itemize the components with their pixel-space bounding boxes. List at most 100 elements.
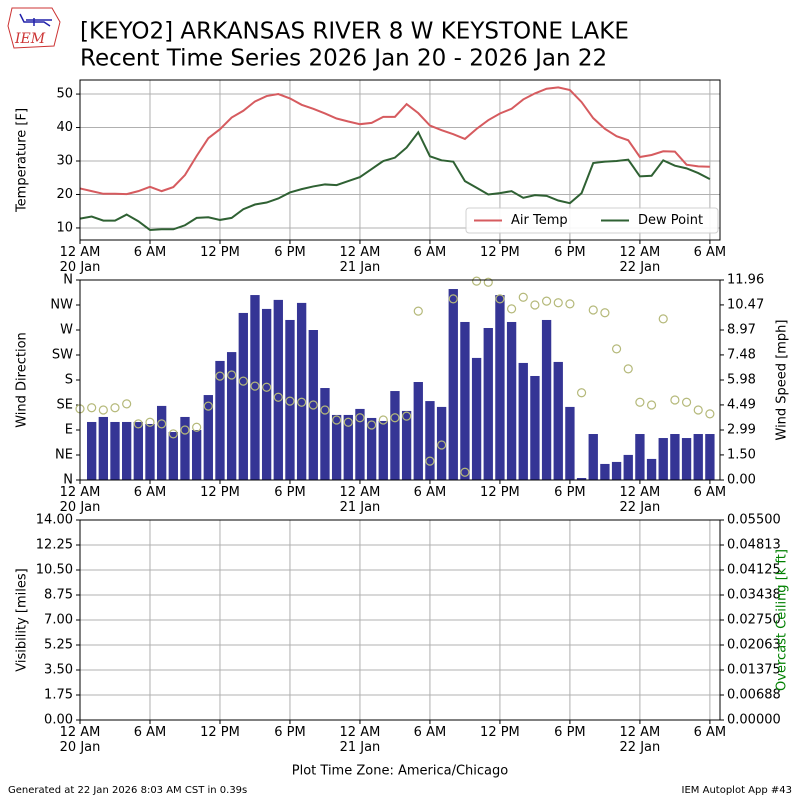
- plot-frame: [79, 279, 721, 481]
- bar: [145, 423, 155, 480]
- y2-tick-label: 10.47: [727, 297, 764, 312]
- point: [192, 422, 202, 432]
- point: [87, 403, 97, 413]
- y-tick-label: 8.75: [44, 588, 73, 603]
- bar: [121, 421, 132, 480]
- legend-label: Dew Point: [638, 213, 703, 228]
- x-tick-label: 6 PM: [274, 725, 306, 740]
- y-tick-label: 1.75: [44, 688, 73, 703]
- point: [623, 364, 633, 374]
- point: [320, 405, 330, 415]
- bar: [611, 461, 622, 480]
- legend-box: [465, 207, 719, 234]
- bar: [565, 406, 575, 480]
- x-tick-label: 12 PM: [200, 485, 240, 500]
- plot-frame: [79, 79, 721, 241]
- point: [157, 419, 167, 429]
- line-series: [79, 130, 711, 231]
- y-tick-label: 7.00: [44, 613, 73, 628]
- x-tick-label: 6 AM: [413, 245, 447, 260]
- y-tick-label: 3.50: [44, 663, 73, 678]
- bar: [471, 357, 482, 480]
- point: [390, 413, 400, 423]
- subtitle: Recent Time Series 2026 Jan 20 - 2026 Ja…: [80, 46, 607, 72]
- y-tick-label: 12.25: [36, 538, 73, 553]
- point: [588, 305, 598, 315]
- y-tick-label: 5.25: [44, 638, 73, 653]
- bar: [460, 321, 470, 480]
- point: [658, 314, 668, 324]
- x-tick-label: 6 PM: [554, 725, 586, 740]
- y2-tick-label: 0.01375: [727, 663, 781, 678]
- point: [332, 415, 342, 425]
- point: [600, 308, 610, 318]
- point: [285, 396, 295, 406]
- bar: [308, 330, 318, 480]
- bar: [203, 395, 213, 480]
- y-tick-label: NE: [55, 448, 73, 463]
- point: [495, 294, 505, 304]
- bar: [378, 420, 388, 480]
- point: [576, 388, 587, 398]
- y2-tick-label: 0.05500: [727, 513, 781, 528]
- app-note: IEM Autoplot App #43: [682, 785, 792, 796]
- point: [215, 371, 225, 381]
- point: [110, 403, 120, 413]
- x-tick-label: 6 AM: [413, 485, 447, 500]
- point: [670, 395, 680, 405]
- y2-tick-label: 0.02063: [727, 638, 781, 653]
- y-tick-label: S: [65, 373, 73, 388]
- y-axis-label: Visibility [miles]: [15, 568, 30, 671]
- point: [98, 405, 108, 415]
- y-tick-label: 40: [56, 120, 73, 135]
- y2-tick-label: 0.02750: [727, 613, 781, 628]
- x-tick-label: 12 AM 22 Jan: [619, 245, 661, 275]
- bar: [600, 463, 610, 480]
- point: [611, 344, 622, 354]
- y-axis-label: Wind Direction: [15, 332, 30, 428]
- bar: [250, 295, 260, 480]
- point: [471, 276, 482, 286]
- point: [145, 417, 155, 427]
- x-tick-label: 6 AM: [693, 485, 727, 500]
- point: [355, 413, 365, 423]
- bar: [670, 434, 680, 480]
- y-tick-label: 14.00: [36, 513, 73, 528]
- x-tick-label: 6 AM: [133, 725, 167, 740]
- x-tick-label: 6 PM: [554, 485, 586, 500]
- x-tick-label: 6 AM: [693, 245, 727, 260]
- y-tick-label: SE: [57, 398, 73, 413]
- y2-tick-label: 0.03438: [727, 588, 781, 603]
- point: [448, 294, 458, 304]
- x-tick-label: 12 AM 20 Jan: [59, 485, 101, 515]
- y2-tick-label: 11.96: [727, 273, 764, 288]
- point: [308, 400, 318, 410]
- bar: [518, 362, 528, 480]
- bar: [331, 414, 342, 480]
- x-tick-label: 12 AM 22 Jan: [619, 485, 661, 515]
- y2-tick-label: 5.98: [727, 373, 756, 388]
- point: [565, 299, 575, 309]
- x-tick-label: 6 AM: [693, 725, 727, 740]
- title: [KEYO2] ARKANSAS RIVER 8 W KEYSTONE LAKE: [80, 19, 629, 45]
- bar: [86, 421, 97, 480]
- point: [541, 296, 552, 306]
- y2-axis-label: Wind Speed [mph]: [775, 320, 790, 441]
- legend-label: Air Temp: [511, 213, 568, 228]
- point: [693, 405, 703, 415]
- y-tick-label: SW: [52, 348, 73, 363]
- bar: [390, 391, 400, 480]
- x-tick-label: 12 PM: [200, 245, 240, 260]
- bar: [180, 416, 190, 480]
- logo-text: IEM: [14, 31, 46, 47]
- point: [530, 300, 540, 310]
- bar: [413, 382, 423, 480]
- bar: [191, 430, 202, 480]
- bar: [576, 477, 587, 480]
- bar: [693, 434, 703, 480]
- point: [437, 440, 447, 450]
- y2-tick-label: 8.97: [727, 323, 756, 338]
- bar: [483, 327, 493, 480]
- point: [122, 399, 132, 409]
